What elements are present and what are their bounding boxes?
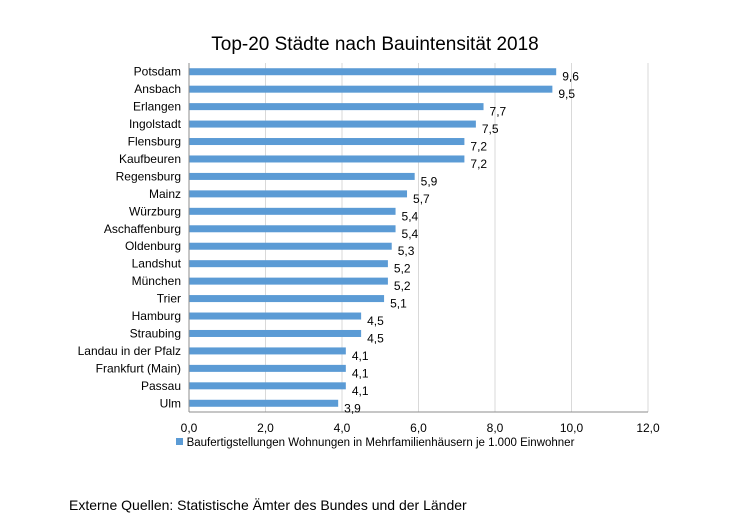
bar (189, 329, 362, 337)
x-tick-label: 10,0 (560, 421, 584, 435)
data-label: 4,1 (352, 366, 369, 380)
bar (189, 85, 553, 93)
legend-label: Baufertigstellungen Wohnungen in Mehrfam… (186, 437, 575, 449)
category-label: Aschaffenburg (104, 222, 181, 236)
category-label: Passau (141, 379, 181, 393)
category-label: Trier (157, 292, 181, 306)
bar (189, 242, 392, 250)
data-label: 7,7 (490, 105, 507, 119)
bar (189, 155, 465, 163)
bar (189, 364, 346, 372)
data-label: 5,1 (390, 297, 407, 311)
category-label: Landshut (132, 257, 182, 271)
bar (189, 295, 385, 303)
data-label: 4,5 (367, 331, 384, 345)
data-label: 5,7 (413, 192, 430, 206)
x-tick-label: 6,0 (410, 421, 427, 435)
category-label: Regensburg (116, 169, 181, 183)
category-label: Mainz (149, 187, 181, 201)
data-label: 9,5 (558, 87, 575, 101)
data-label: 7,2 (470, 140, 487, 154)
x-tick-label: 8,0 (487, 421, 504, 435)
legend: Baufertigstellungen Wohnungen in Mehrfam… (0, 437, 750, 449)
bar (189, 399, 339, 407)
bar (189, 225, 396, 233)
data-label: 5,2 (394, 279, 411, 293)
x-tick-label: 4,0 (334, 421, 351, 435)
bar (189, 138, 465, 146)
source-note: Externe Quellen: Statistische Ämter des … (69, 497, 467, 513)
legend-swatch (175, 438, 183, 446)
category-label: Ansbach (134, 82, 181, 96)
axes (188, 63, 648, 413)
data-label: 7,5 (482, 122, 499, 136)
bar (189, 277, 388, 285)
data-label: 5,3 (398, 244, 415, 258)
category-label: Würzburg (129, 204, 181, 218)
bar (189, 68, 557, 76)
category-label: Landau in der Pfalz (78, 344, 181, 358)
data-label: 5,9 (421, 174, 438, 188)
data-label: 4,5 (367, 314, 384, 328)
category-label: Hamburg (132, 309, 181, 323)
x-tick-label: 0,0 (181, 421, 198, 435)
bar (189, 382, 346, 390)
bar (189, 260, 388, 268)
category-label: Oldenburg (125, 239, 181, 253)
category-label: Flensburg (128, 135, 181, 149)
category-label: Kaufbeuren (119, 152, 181, 166)
x-tick-label: 2,0 (257, 421, 274, 435)
category-label: Potsdam (134, 65, 181, 79)
bar (189, 120, 476, 128)
data-label: 5,2 (394, 262, 411, 276)
data-label: 9,6 (562, 70, 579, 84)
category-label: Frankfurt (Main) (96, 361, 181, 375)
data-label: 4,1 (352, 349, 369, 363)
bars (189, 68, 557, 407)
data-label: 5,4 (402, 209, 419, 223)
category-label: Straubing (130, 326, 181, 340)
data-label: 3,9 (344, 401, 361, 415)
labels: 0,0 2,0 4,0 6,0 8,0 10,0 12,0 Potsdam 9,6 Ansbach… (78, 65, 660, 435)
bar (189, 103, 484, 111)
category-label: München (132, 274, 181, 288)
data-label: 4,1 (352, 384, 369, 398)
bar (189, 312, 362, 320)
bar (189, 207, 396, 215)
category-label: Ingolstadt (129, 117, 182, 131)
bar (189, 172, 415, 180)
category-label: Erlangen (133, 100, 181, 114)
bar (189, 190, 408, 198)
bar (189, 347, 346, 355)
data-label: 7,2 (470, 157, 487, 171)
chart-title: Top-20 Städte nach Bauintensität 2018 (211, 34, 539, 55)
category-label: Ulm (160, 396, 181, 410)
data-label: 5,4 (402, 227, 419, 241)
gridlines (265, 63, 649, 412)
x-tick-label: 12,0 (636, 421, 660, 435)
